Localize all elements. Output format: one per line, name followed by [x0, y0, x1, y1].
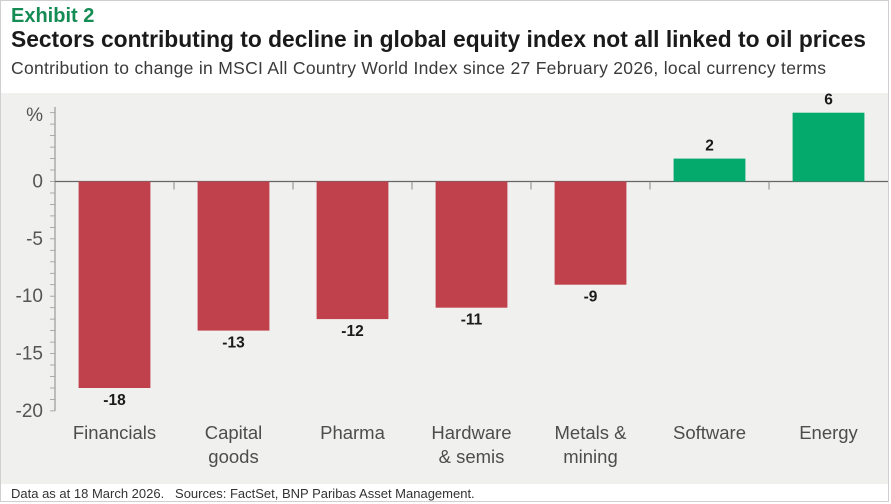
svg-text:-12: -12: [341, 323, 363, 340]
svg-text:goods: goods: [208, 446, 258, 467]
svg-text:Financials: Financials: [73, 422, 156, 443]
svg-text:2: 2: [705, 138, 714, 155]
svg-text:0: 0: [32, 172, 43, 193]
svg-text:Pharma: Pharma: [320, 422, 385, 443]
svg-text:6: 6: [824, 93, 833, 109]
svg-text:-11: -11: [461, 312, 483, 329]
svg-text:mining: mining: [563, 446, 618, 467]
svg-text:Metals &: Metals &: [555, 422, 628, 443]
svg-text:-9: -9: [584, 289, 598, 306]
svg-text:-20: -20: [16, 401, 43, 422]
svg-text:-15: -15: [16, 344, 43, 365]
svg-text:& semis: & semis: [439, 446, 505, 467]
svg-text:Software: Software: [673, 422, 746, 443]
svg-text:-18: -18: [103, 392, 126, 409]
svg-text:%: %: [26, 105, 43, 126]
svg-text:Hardware: Hardware: [431, 422, 511, 443]
svg-text:-5: -5: [26, 229, 43, 250]
svg-text:Energy: Energy: [799, 422, 858, 443]
svg-text:-13: -13: [222, 335, 245, 352]
svg-text:-10: -10: [16, 286, 43, 307]
svg-text:Capital: Capital: [205, 422, 263, 443]
